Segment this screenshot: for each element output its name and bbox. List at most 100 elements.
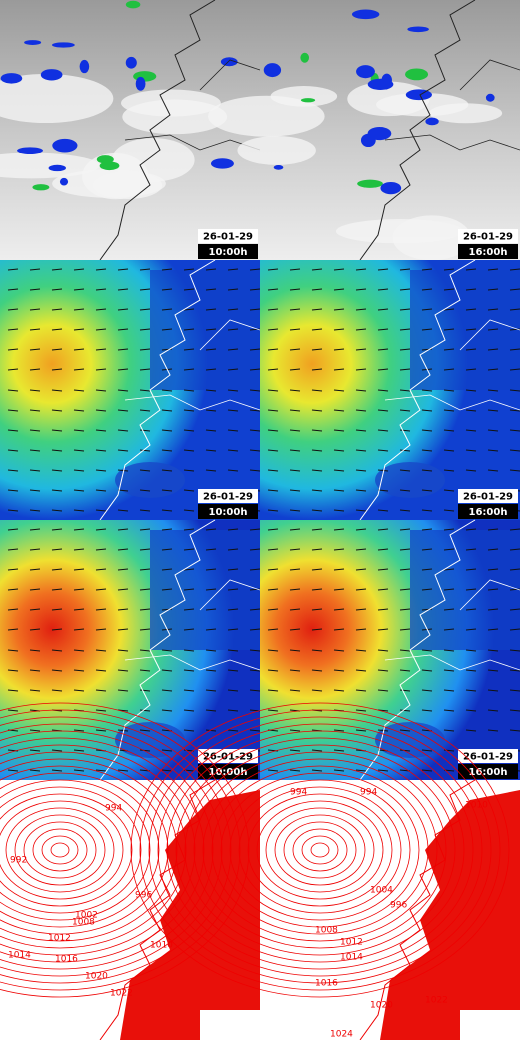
wind-arrow bbox=[399, 628, 411, 631]
cloud bbox=[270, 86, 338, 107]
wind-arrow bbox=[333, 689, 345, 692]
wind-arrow bbox=[117, 568, 129, 571]
wind-arrow bbox=[355, 308, 367, 311]
isobar bbox=[0, 744, 196, 956]
wind-arrow bbox=[117, 328, 129, 331]
wind-arrow bbox=[139, 348, 151, 351]
wind-arrow bbox=[267, 308, 279, 311]
wind-arrow bbox=[399, 429, 411, 432]
wind-arrow bbox=[509, 469, 520, 472]
map-panel: 26-01-29 10:00h bbox=[0, 0, 261, 261]
wind-arrow bbox=[509, 288, 520, 291]
wind-arrow bbox=[289, 509, 301, 512]
isobar-label: 1008 bbox=[72, 918, 95, 928]
wind-arrow bbox=[399, 548, 411, 551]
wind-arrow bbox=[249, 628, 261, 631]
wind-arrow bbox=[95, 568, 107, 571]
wind-arrow bbox=[117, 669, 129, 672]
wind-arrow bbox=[51, 509, 63, 512]
wind-arrow bbox=[183, 509, 195, 512]
wind-arrow bbox=[183, 409, 195, 412]
isobar bbox=[157, 723, 483, 977]
wind-arrow bbox=[73, 749, 85, 752]
wind-arrow bbox=[289, 469, 301, 472]
east-dark bbox=[150, 530, 260, 650]
wind-arrow bbox=[183, 689, 195, 692]
isobar bbox=[148, 716, 492, 984]
time-label: 10:00h bbox=[209, 247, 248, 258]
isobar bbox=[166, 730, 474, 970]
isobar-label: 992 bbox=[10, 856, 27, 866]
wind-arrow bbox=[161, 528, 173, 531]
wind-arrow bbox=[249, 409, 261, 412]
coastline bbox=[384, 59, 520, 151]
wind-arrow bbox=[377, 328, 389, 331]
precip bbox=[0, 73, 23, 84]
wind-arrow bbox=[311, 409, 323, 412]
wind-arrow bbox=[377, 769, 389, 772]
wind-arrow bbox=[139, 509, 151, 512]
wind-arrow bbox=[421, 389, 433, 392]
wind-arrow bbox=[95, 669, 107, 672]
wind-arrow bbox=[487, 348, 499, 351]
wind-arrow bbox=[487, 628, 499, 631]
isobar bbox=[274, 814, 366, 886]
wind-arrow bbox=[7, 548, 19, 551]
date-bg bbox=[458, 489, 518, 503]
wind-arrow bbox=[289, 449, 301, 452]
wind-arrow bbox=[73, 308, 85, 311]
wind-arrow bbox=[355, 389, 367, 392]
isobar bbox=[0, 702, 250, 998]
wind-arrow bbox=[7, 489, 19, 492]
wind-arrow bbox=[421, 548, 433, 551]
precip bbox=[135, 76, 146, 91]
wind-arrow bbox=[29, 429, 41, 432]
wind-arrow bbox=[333, 429, 345, 432]
wind-arrow bbox=[95, 729, 107, 732]
wind-arrow bbox=[161, 769, 173, 772]
wind-arrow bbox=[399, 409, 411, 412]
wind-arrow bbox=[399, 268, 411, 271]
wind-arrow bbox=[73, 288, 85, 291]
wind-arrow bbox=[465, 389, 477, 392]
wind-arrow bbox=[487, 568, 499, 571]
wind-arrow bbox=[183, 348, 195, 351]
wind-arrow bbox=[333, 769, 345, 772]
wind-arrow bbox=[465, 469, 477, 472]
wind-arrow bbox=[487, 429, 499, 432]
wind-arrow bbox=[311, 449, 323, 452]
wind-arrow bbox=[161, 709, 173, 712]
wind-arrow bbox=[289, 588, 301, 591]
wind-arrow bbox=[267, 288, 279, 291]
wind-arrow bbox=[51, 568, 63, 571]
precip bbox=[125, 0, 141, 9]
isobar bbox=[130, 702, 510, 998]
isobar bbox=[0, 758, 178, 942]
wind-arrow bbox=[333, 649, 345, 652]
time-bg bbox=[198, 504, 258, 519]
isobar-label: 1008 bbox=[315, 926, 338, 936]
wind-arrow bbox=[95, 489, 107, 492]
wind-arrow bbox=[29, 769, 41, 772]
wind-arrow bbox=[377, 548, 389, 551]
south-low bbox=[115, 462, 185, 498]
wind-arrow bbox=[29, 689, 41, 692]
time-bg bbox=[458, 764, 518, 779]
isobar bbox=[32, 828, 88, 872]
wind-arrow bbox=[509, 268, 520, 271]
precip bbox=[300, 52, 310, 63]
wind-arrow bbox=[377, 288, 389, 291]
isobar bbox=[0, 709, 241, 991]
isobar bbox=[175, 737, 465, 963]
wind-arrow bbox=[139, 548, 151, 551]
wind-arrow bbox=[183, 649, 195, 652]
wind-arrow bbox=[377, 628, 389, 631]
wind-arrow bbox=[399, 568, 411, 571]
isobar-label: 1010 bbox=[150, 941, 173, 951]
wind-arrow bbox=[399, 588, 411, 591]
wind-arrow bbox=[421, 409, 433, 412]
wind-arrow bbox=[7, 268, 19, 271]
wind-arrow bbox=[509, 689, 520, 692]
wind-arrow bbox=[95, 368, 107, 371]
wind-arrow bbox=[183, 288, 195, 291]
